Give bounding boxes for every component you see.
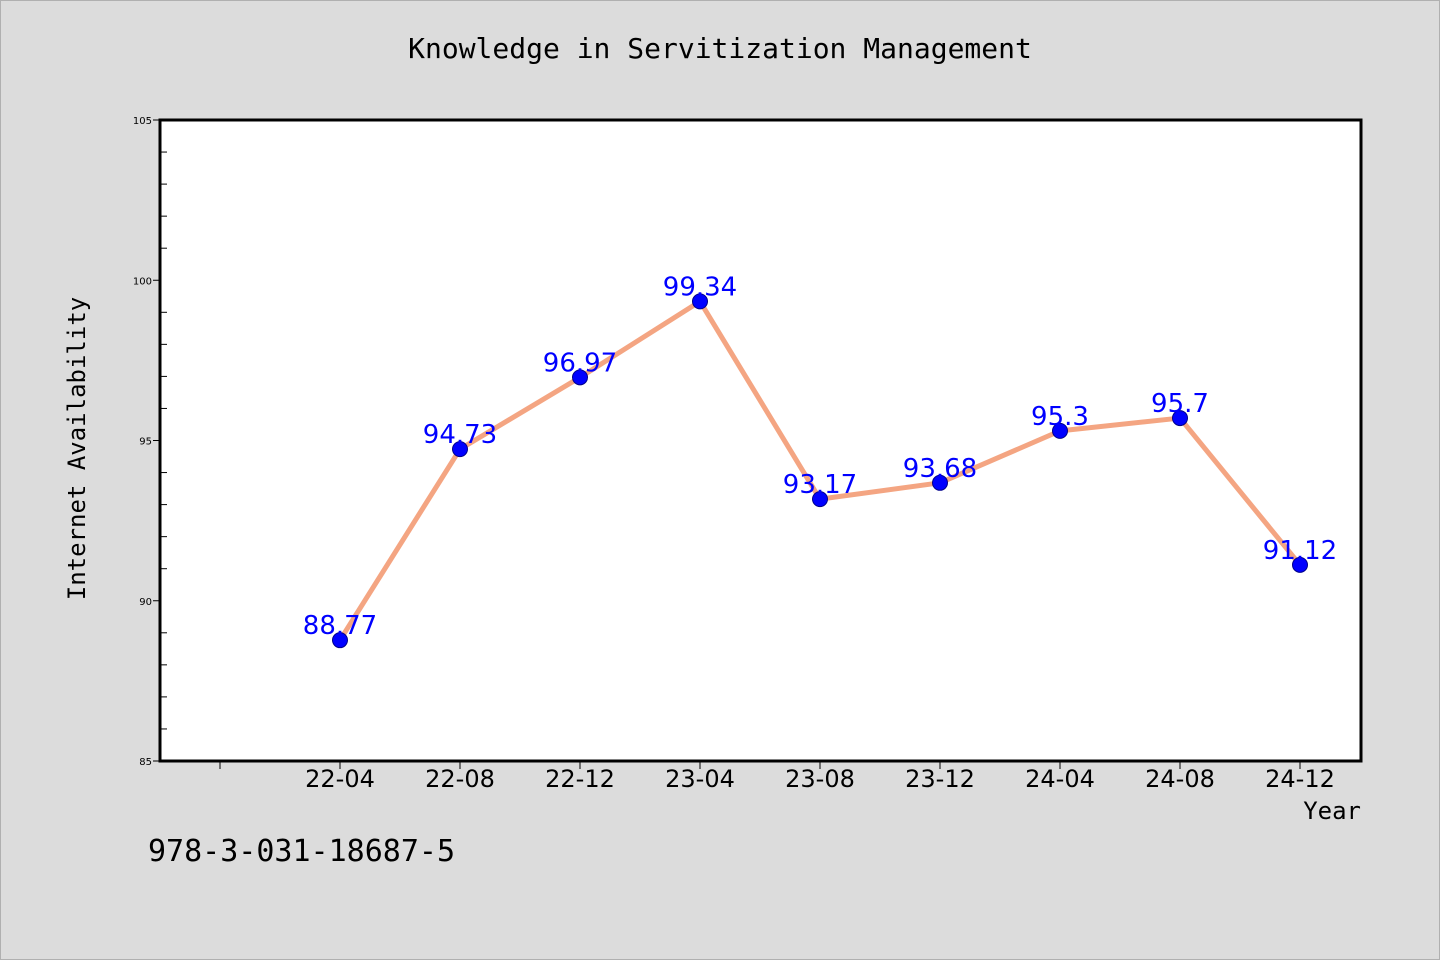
data-label: 91.12 [1263, 536, 1337, 566]
data-label: 94.73 [423, 420, 497, 450]
y-tick-label: 100 [133, 276, 152, 287]
y-tick-label: 105 [133, 116, 152, 127]
data-point [812, 491, 828, 508]
x-tick-label: 24-12 [1265, 765, 1335, 793]
y-minor-ticks [160, 151, 167, 730]
x-tick-label: 24-08 [1145, 765, 1215, 793]
data-point [1052, 422, 1068, 439]
data-point [932, 474, 948, 491]
x-axis-ticks: 22-04 22-08 22-12 23-04 23-08 23-12 24-04 24-08… [219, 761, 1335, 793]
y-tick-label: 95 [139, 437, 152, 448]
data-label: 95.3 [1031, 402, 1089, 432]
chart-title: Knowledge in Servitization Management [408, 32, 1032, 65]
y-axis-label: Internet Availability [63, 297, 91, 600]
data-label: 93.68 [903, 454, 977, 484]
x-tick-label: 22-12 [545, 765, 615, 793]
plot-area [158, 118, 1363, 763]
x-tick-label: 22-04 [305, 765, 375, 793]
data-label: 93.17 [783, 470, 857, 500]
x-tick-label: 23-08 [785, 765, 855, 793]
data-point [452, 441, 468, 458]
isbn-text: 978-3-031-18687-5 [148, 834, 456, 869]
data-label: 88.77 [303, 611, 377, 641]
series-group [332, 293, 1308, 649]
y-tick-label: 90 [139, 597, 152, 608]
x-tick-label: 24-04 [1025, 765, 1095, 793]
data-point [332, 632, 348, 649]
data-label: 96.97 [543, 348, 617, 378]
x-axis-label: Year [1303, 797, 1361, 825]
data-point [692, 293, 708, 310]
x-tick-label: 23-04 [665, 765, 735, 793]
data-label: 99.34 [663, 272, 737, 302]
y-tick-label: 85 [139, 757, 152, 768]
x-tick-label: 23-12 [905, 765, 975, 793]
x-tick-label: 22-08 [425, 765, 495, 793]
data-point [1172, 410, 1188, 427]
data-label: 95.7 [1151, 389, 1209, 419]
data-labels: 88.77 94.73 96.97 99.34 93.17 93.68 95.3 95.7 91… [303, 272, 1337, 641]
data-point [572, 369, 588, 386]
y-axis-ticks: 85 90 95 100 105 [133, 116, 160, 768]
data-point [1292, 556, 1308, 573]
